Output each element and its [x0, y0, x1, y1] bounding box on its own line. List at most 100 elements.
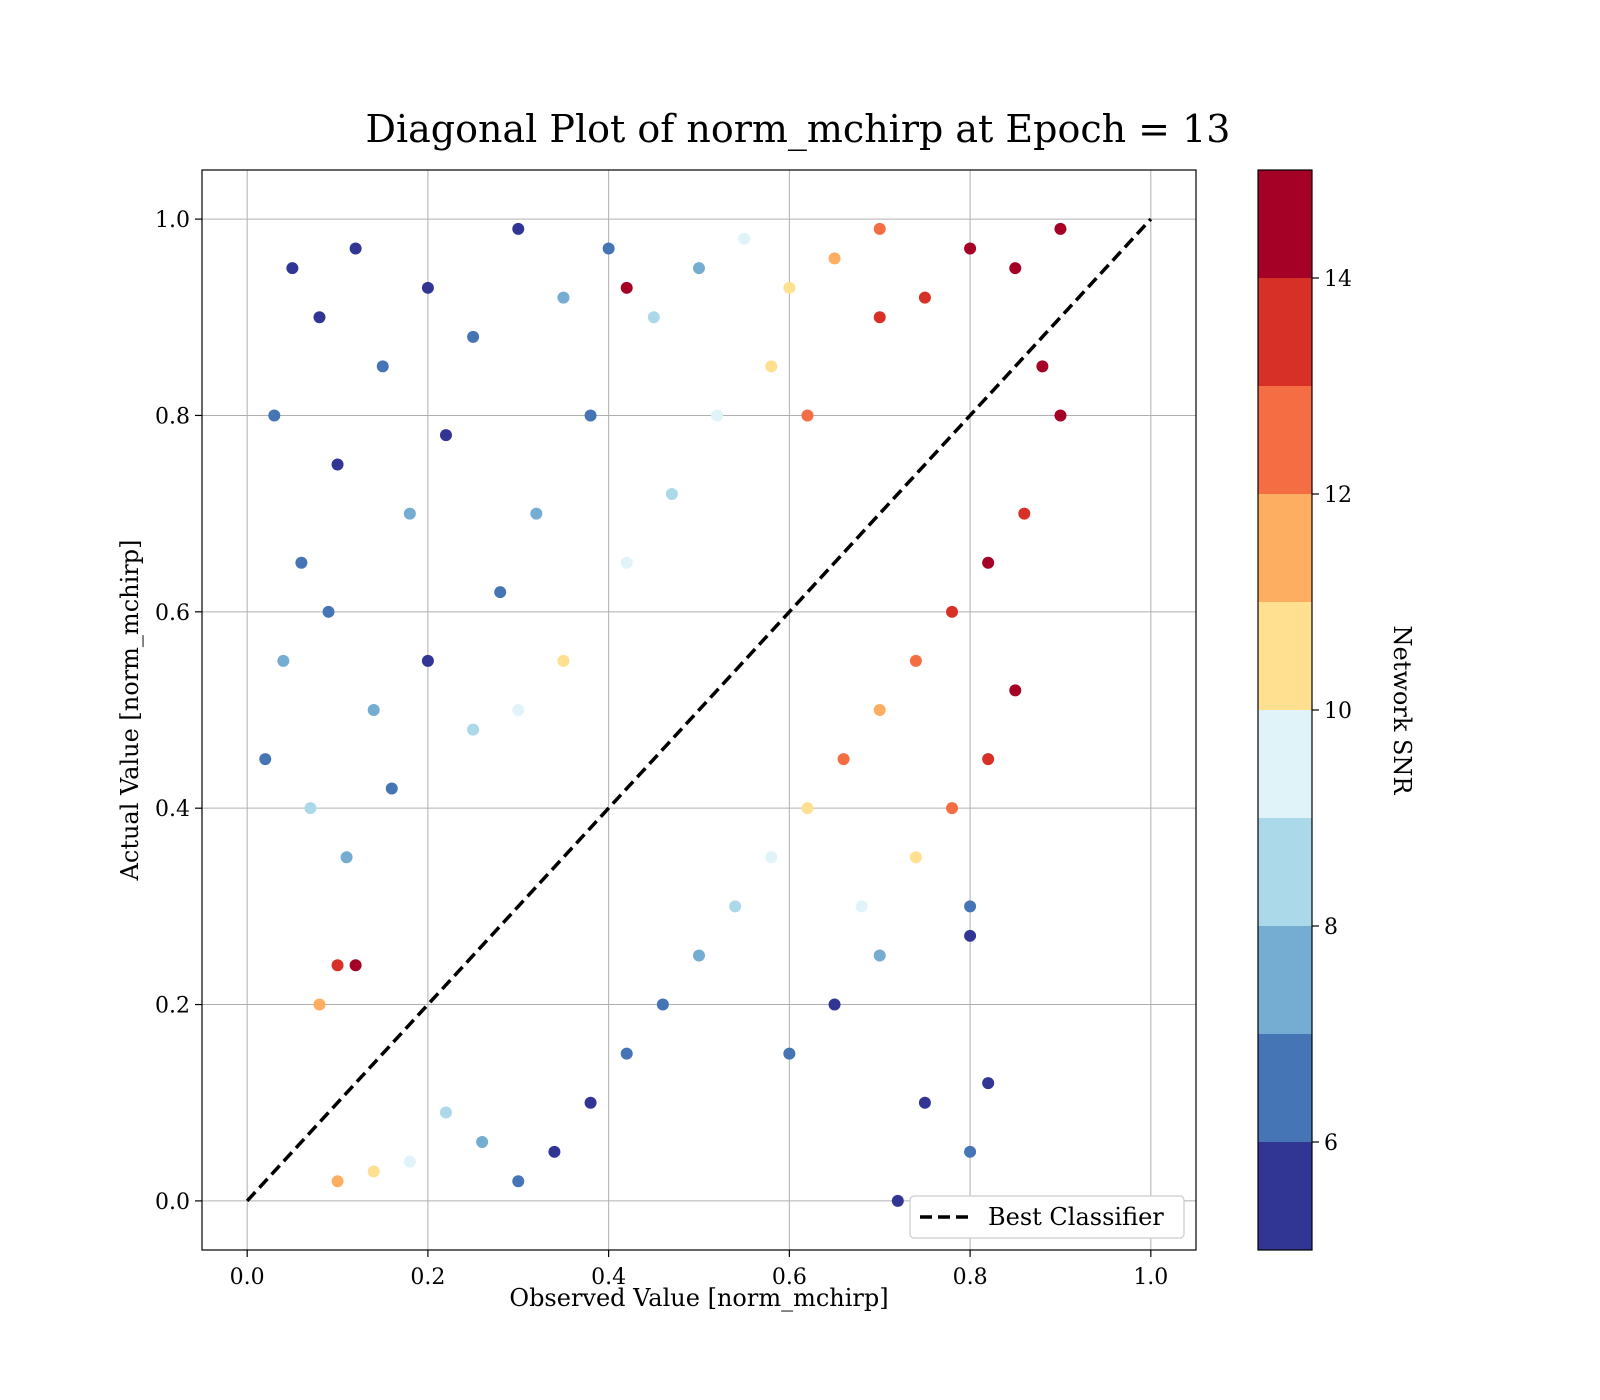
scatter-point — [964, 929, 977, 942]
scatter-point — [349, 242, 362, 255]
x-tick-label: 0.2 — [410, 1265, 445, 1290]
colorbar-band — [1258, 818, 1312, 926]
x-tick-label: 0.0 — [230, 1265, 265, 1290]
y-axis-ticks: 0.0 0.2 0.4 0.6 0.8 1.0 — [155, 208, 202, 1215]
colorbar-band — [1258, 386, 1312, 494]
colorbar-band — [1258, 278, 1312, 386]
reference-line-group — [245, 217, 1153, 1203]
scatter-points — [259, 222, 1067, 1207]
y-tick-label: 0.2 — [155, 994, 190, 1019]
scatter-point — [295, 556, 308, 569]
scatter-point — [738, 232, 751, 245]
scatter-point — [331, 959, 344, 972]
scatter-point — [837, 753, 850, 766]
colorbar-label: Network SNR — [1388, 626, 1416, 796]
scatter-point — [873, 704, 886, 716]
colorbar-band — [1258, 602, 1312, 710]
colorbar-band — [1258, 710, 1312, 818]
scatter-point — [828, 252, 841, 265]
scatter-point — [349, 959, 362, 972]
scatter-point — [439, 1106, 452, 1119]
scatter-point — [403, 507, 416, 520]
scatter-point — [421, 281, 434, 294]
scatter-point — [765, 360, 778, 373]
scatter-point — [467, 723, 480, 736]
scatter-point — [711, 409, 724, 422]
scatter-point — [340, 851, 353, 864]
colorbar-tick-label: 10 — [1324, 699, 1352, 724]
chart-title: Diagonal Plot of norm_mchirp at Epoch = … — [366, 107, 1231, 152]
x-tick-label: 0.6 — [772, 1265, 807, 1290]
scatter-point — [909, 654, 922, 667]
scatter-point — [313, 998, 326, 1011]
scatter-point — [693, 949, 705, 962]
scatter-point — [376, 360, 389, 373]
scatter-point — [647, 311, 660, 324]
legend-box — [909, 1195, 1185, 1239]
scatter-point — [557, 291, 570, 304]
scatter-point — [584, 1096, 597, 1109]
scatter-point — [304, 802, 317, 815]
scatter-point — [403, 1155, 416, 1168]
scatter-point — [259, 753, 272, 766]
grid — [202, 170, 1196, 1250]
scatter-point — [964, 1145, 977, 1158]
scatter-point — [891, 1194, 904, 1207]
scatter-point — [494, 586, 507, 599]
scatter-point — [1036, 360, 1049, 373]
plot-frame — [201, 169, 1197, 1251]
scatter-point — [801, 802, 814, 815]
scatter-point — [828, 998, 841, 1011]
scatter-point — [801, 409, 814, 422]
y-tick-label: 0.0 — [155, 1190, 190, 1215]
scatter-point — [331, 458, 344, 471]
scatter-point — [512, 1175, 525, 1188]
y-tick-label: 0.4 — [155, 797, 190, 822]
scatter-point — [783, 1047, 796, 1060]
scatter-point — [476, 1136, 489, 1148]
colorbar: 6 8 10 12 14 — [1257, 169, 1352, 1251]
scatter-point — [331, 1175, 344, 1188]
scatter-point — [729, 900, 742, 913]
scatter-point — [557, 654, 570, 667]
colorbar-band — [1258, 1034, 1312, 1142]
colorbar-band — [1258, 494, 1312, 602]
y-tick-label: 0.8 — [155, 404, 190, 429]
colorbar-band — [1258, 926, 1312, 1034]
scatter-point — [765, 851, 778, 864]
x-axis-ticks: 0.0 0.2 0.4 0.6 0.8 1.0 — [230, 1250, 1168, 1290]
scatter-point — [439, 429, 452, 442]
scatter-point — [982, 556, 995, 569]
colorbar-tick-label: 8 — [1324, 915, 1338, 940]
scatter-point — [783, 281, 796, 294]
scatter-point — [467, 330, 480, 343]
y-axis-label: Actual Value [norm_mchirp] — [116, 540, 144, 882]
scatter-point — [367, 704, 380, 716]
scatter-point — [982, 1077, 995, 1090]
scatter-point — [512, 222, 525, 235]
scatter-point — [313, 311, 326, 324]
scatter-point — [873, 311, 886, 324]
colorbar-band — [1258, 170, 1312, 278]
legend: Best Classifier — [909, 1195, 1185, 1239]
scatter-point — [286, 262, 299, 275]
scatter-point — [530, 507, 543, 520]
scatter-point — [1009, 262, 1022, 275]
scatter-point — [1054, 222, 1067, 235]
colorbar-band — [1258, 1142, 1312, 1250]
scatter-point — [693, 262, 705, 275]
legend-label: Best Classifier — [988, 1203, 1164, 1231]
x-tick-label: 0.8 — [953, 1265, 988, 1290]
y-tick-label: 0.6 — [155, 601, 190, 626]
colorbar-tick-label: 12 — [1324, 483, 1352, 508]
scatter-point — [421, 654, 434, 667]
scatter-point — [982, 753, 995, 766]
scatter-point — [964, 900, 977, 913]
scatter-point — [964, 242, 977, 255]
colorbar-tick-label: 6 — [1324, 1131, 1338, 1156]
x-tick-label: 1.0 — [1133, 1265, 1168, 1290]
scatter-point — [656, 998, 669, 1011]
scatter-point — [367, 1165, 380, 1178]
scatter-point — [873, 222, 886, 235]
best-classifier-line — [245, 217, 1153, 1203]
